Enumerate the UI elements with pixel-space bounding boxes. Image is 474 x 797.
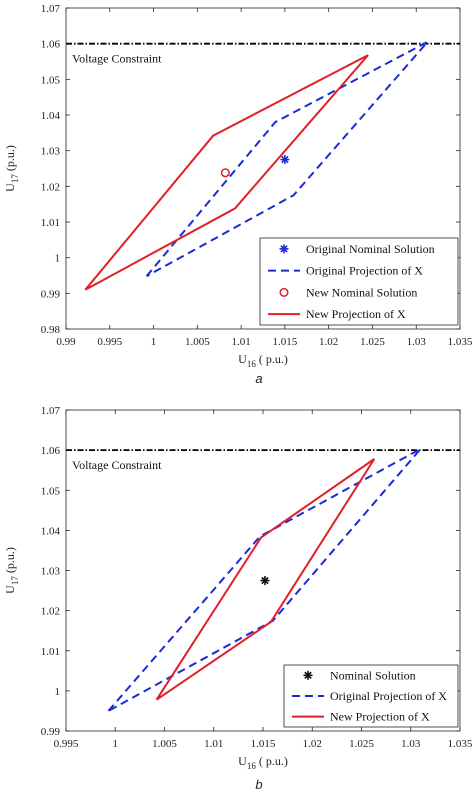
legend: Original Nominal Solution Original Projec… (259, 237, 459, 326)
x-tick-label: 1.01 (204, 738, 223, 750)
panel-caption: a (255, 371, 262, 386)
x-axis-label-base: U (238, 754, 247, 768)
y-axis-label-unit: (p.u.) (3, 547, 17, 576)
y-tick-label: 1 (55, 253, 61, 265)
x-axis-label-base: U (238, 352, 247, 366)
x-axis-label-subscript: 16 (247, 761, 257, 771)
y-tick-label: 1 (55, 686, 61, 698)
x-tick-label: 1.015 (273, 336, 298, 348)
y-tick-label: 1.04 (41, 525, 61, 537)
x-axis-label: U16 ( p.u.) (238, 754, 288, 771)
legend-swatch-asterisk-stroke (304, 671, 312, 680)
y-tick-label: 1.07 (41, 3, 61, 15)
y-axis-label-unit: (p.u.) (3, 145, 17, 174)
y-tick-label: 0.98 (41, 324, 61, 336)
y-tick-label: 1.06 (41, 39, 61, 51)
x-tick-label: 1.01 (231, 336, 250, 348)
x-tick-label: 1.02 (319, 336, 338, 348)
chart-panel-a: 0.99 0.995 1 1.005 1.01 1.015 1.02 1.025 1.03 1.0… (3, 3, 473, 386)
legend-entry-label: Nominal Solution (330, 668, 416, 682)
legend-entry-label: Original Projection of X (306, 264, 423, 278)
legend: Nominal Solution Original Projection of X… (283, 664, 459, 728)
y-axis-label-base: U (3, 183, 17, 192)
legend-swatch-circle (279, 287, 289, 297)
series-marker-new-nominal-solution (220, 168, 230, 178)
voltage-constraint-label: Voltage Constraint (72, 52, 162, 66)
y-axis-label: U17 (p.u.) (3, 547, 20, 594)
y-tick-label: 1.03 (41, 146, 61, 158)
legend-entry-label: New Projection of X (330, 710, 430, 724)
legend-swatch-asterisk (303, 670, 313, 680)
chart-panel-b: 0.995 1 1.005 1.01 1.015 1.02 1.025 1.03 1.035 0.… (3, 405, 473, 792)
x-tick-label: 1.02 (303, 738, 322, 750)
y-axis-label-subscript: 17 (10, 174, 20, 184)
series-marker-nominal-solution (260, 576, 270, 586)
voltage-constraint-label: Voltage Constraint (72, 458, 162, 472)
x-axis-label-unit: ( p.u.) (256, 352, 288, 366)
series-line-original-projection-of-x (145, 41, 429, 278)
legend-entry-label: Original Nominal Solution (306, 242, 435, 256)
series-marker-original-nominal-solution-stroke (281, 155, 289, 164)
x-tick-label: 0.995 (54, 738, 79, 750)
y-tick-label: 1.02 (41, 181, 60, 193)
y-tick-label: 1.06 (41, 445, 61, 457)
y-axis-label: U17 (p.u.) (3, 145, 20, 192)
y-tick-label: 1.03 (41, 566, 61, 578)
x-tick-label: 1.005 (185, 336, 210, 348)
series-marker-nominal-solution-stroke (261, 576, 269, 585)
series-marker-original-nominal-solution (280, 155, 290, 165)
x-tick-label: 1.005 (152, 738, 177, 750)
x-tick-label: 1.025 (349, 738, 374, 750)
y-tick-label: 1.05 (41, 74, 61, 86)
series-line-new-projection-of-x (155, 458, 376, 701)
x-tick-label: 0.99 (56, 336, 76, 348)
legend-entry-label: Original Projection of X (330, 689, 447, 703)
legend-swatch-asterisk-stroke (280, 245, 288, 253)
x-tick-label: 1 (151, 336, 157, 348)
x-tick-label: 1 (113, 738, 119, 750)
x-tick-label: 1.035 (448, 738, 473, 750)
y-tick-label: 0.99 (41, 288, 61, 300)
x-axis-label-subscript: 16 (247, 359, 257, 369)
x-axis-label-unit: ( p.u.) (256, 754, 288, 768)
x-tick-label: 1.015 (251, 738, 276, 750)
x-tick-label: 1.035 (448, 336, 473, 348)
legend-box (259, 237, 459, 326)
y-tick-label: 1.02 (41, 606, 60, 618)
y-tick-label: 1.07 (41, 405, 61, 417)
legend-entry-label: New Projection of X (306, 307, 406, 321)
x-tick-label: 1.03 (407, 336, 427, 348)
y-tick-label: 0.99 (41, 726, 61, 738)
x-tick-label: 1.03 (401, 738, 421, 750)
y-axis-label-subscript: 17 (10, 576, 20, 586)
x-axis-label: U16 ( p.u.) (238, 352, 288, 369)
x-tick-label: 0.995 (97, 336, 122, 348)
legend-swatch-asterisk (279, 244, 289, 254)
series-line-original-projection-of-x (107, 448, 422, 712)
panel-caption: b (255, 777, 262, 792)
y-tick-label: 1.05 (41, 485, 61, 497)
y-tick-label: 1.04 (41, 110, 61, 122)
y-tick-label: 1.01 (41, 646, 60, 658)
x-tick-label: 1.025 (360, 336, 385, 348)
series-line-new-projection-of-x (84, 54, 369, 291)
y-tick-label: 1.01 (41, 217, 60, 229)
y-axis-label-base: U (3, 585, 17, 594)
legend-entry-label: New Nominal Solution (306, 285, 417, 299)
